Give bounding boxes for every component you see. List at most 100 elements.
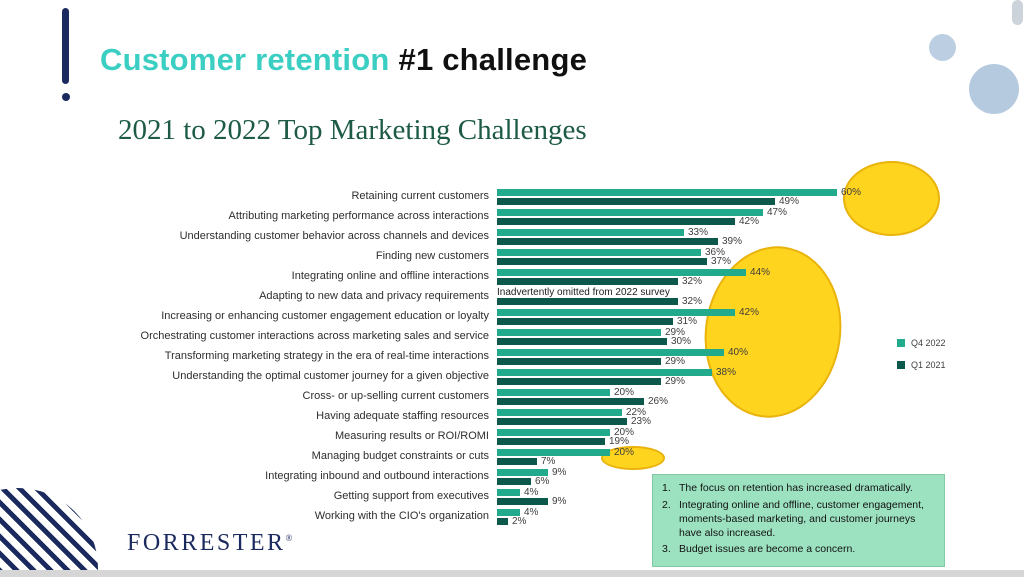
takeaway-text: Budget issues are become a concern. — [679, 543, 856, 556]
bar-line: 2% — [497, 515, 1012, 527]
highlight-ellipse-budget — [601, 446, 665, 470]
value-label: 19% — [609, 435, 630, 447]
chart-row: Attributing marketing performance across… — [0, 206, 1012, 227]
takeaway-number: 2. — [662, 498, 671, 511]
value-label: 4% — [524, 506, 539, 518]
takeaway-text: The focus on retention has increased dra… — [679, 482, 913, 494]
takeaways-box: 1. The focus on retention has increased … — [652, 474, 945, 568]
bar-line: 42% — [497, 307, 1012, 318]
bar-group: 44% 32% — [497, 266, 1012, 287]
chart-row: Cross- or up-selling current customers 20… — [0, 386, 1012, 407]
bar-line: 38% — [497, 366, 1012, 378]
takeaway-number: 3. — [662, 543, 671, 556]
bar-line: 20% — [497, 427, 1012, 438]
category-label: Getting support from executives — [333, 490, 489, 502]
value-label: 44% — [750, 266, 771, 278]
value-label: 47% — [767, 206, 788, 218]
chart-row: Understanding the optimal customer journ… — [0, 366, 1012, 387]
legend-label-q1-2021: Q1 2021 — [911, 360, 946, 370]
value-label: 2% — [512, 515, 527, 527]
bar-q4-2022 — [497, 308, 735, 316]
bar-group: 60% 49% — [497, 186, 1012, 207]
bar-group: 4% 9% — [497, 486, 1012, 507]
bar-q1-2021 — [497, 317, 673, 325]
slide-title-highlight: Customer retention — [100, 42, 390, 77]
bar-q4-2022 — [497, 268, 746, 276]
bar-group: 42% 31% — [497, 306, 1012, 327]
chart-row: Orchestrating customer interactions acro… — [0, 326, 1012, 347]
bar-line: 9% — [497, 496, 1012, 507]
chart-row: Finding new customers 36% 37% — [0, 246, 1012, 267]
bar-group: 20% 19% — [497, 426, 1012, 447]
bar-line: 20% — [497, 386, 1012, 398]
bar-q1-2021 — [497, 517, 508, 525]
bar-q1-2021 — [497, 437, 605, 445]
legend-item-q1-2021: Q1 2021 — [897, 360, 946, 370]
value-label: 30% — [671, 335, 692, 347]
chart-row: Retaining current customers 60% 49% — [0, 186, 1012, 207]
value-label: 31% — [677, 315, 698, 327]
category-label: Retaining current customers — [351, 190, 489, 202]
chart-row: Measuring results or ROI/ROMI 20% 19% — [0, 426, 1012, 447]
bar-chart-rows: Retaining current customers 60% 49% Attribu… — [0, 186, 1012, 527]
bar-q1-2021 — [497, 257, 707, 265]
value-label: 40% — [728, 346, 749, 358]
bar-q4-2022 — [497, 508, 520, 516]
bar-q4-2022 — [497, 408, 622, 416]
bar-line: 23% — [497, 415, 1012, 427]
legend-label-q4-2022: Q4 2022 — [911, 338, 946, 348]
value-label: 7% — [541, 455, 556, 467]
takeaway-item-2: 2. Integrating online and offline, custo… — [662, 499, 935, 541]
value-label: 60% — [841, 186, 862, 198]
takeaway-text: Integrating online and offline, customer… — [679, 498, 924, 539]
bar-group: 38% 29% — [497, 366, 1012, 387]
bar-group: 4% 2% — [497, 506, 1012, 527]
category-label: Understanding the optimal customer journ… — [172, 370, 489, 382]
bar-line: 29% — [497, 376, 1012, 387]
value-label: 22% — [626, 406, 647, 418]
accent-bar-decoration — [62, 8, 69, 84]
value-label: 26% — [648, 395, 669, 407]
bar-group: Inadvertently omitted from 2022 survey 32… — [497, 286, 1012, 307]
takeaway-number: 1. — [662, 482, 671, 494]
value-label: 36% — [705, 246, 726, 258]
category-label: Adapting to new data and privacy require… — [259, 290, 489, 302]
circle-decoration-small — [929, 34, 956, 61]
chart-row: Understanding customer behavior across c… — [0, 226, 1012, 247]
category-label: Attributing marketing performance across… — [228, 210, 489, 222]
chart-title: 2021 to 2022 Top Marketing Challenges — [118, 114, 587, 146]
bar-q4-2022 — [497, 348, 724, 356]
chart-row: Integrating inbound and outbound interac… — [0, 466, 1012, 487]
value-label: 20% — [614, 386, 635, 398]
category-label: Understanding customer behavior across c… — [179, 230, 489, 242]
bar-group: 29% 30% — [497, 326, 1012, 347]
value-label: 39% — [722, 235, 743, 247]
value-label: 23% — [631, 415, 652, 427]
bar-line: 29% — [497, 356, 1012, 367]
category-label: Having adequate staffing resources — [316, 410, 489, 422]
value-label: 37% — [711, 255, 732, 267]
bar-line: 22% — [497, 406, 1012, 418]
omitted-annotation: Inadvertently omitted from 2022 survey — [497, 286, 670, 298]
bar-group: 36% 37% — [497, 246, 1012, 267]
chart-row: Increasing or enhancing customer engagem… — [0, 306, 1012, 327]
bar-q4-2022 — [497, 488, 520, 496]
value-label: 32% — [682, 295, 703, 307]
chart-row: Having adequate staffing resources 22% 23% — [0, 406, 1012, 427]
forrester-logo: FORRESTER® — [127, 530, 292, 557]
bar-group: 20% 7% — [497, 446, 1012, 467]
bar-line: 40% — [497, 346, 1012, 358]
bar-line: Inadvertently omitted from 2022 survey — [497, 286, 1012, 298]
scrollbar-thumb[interactable] — [1012, 0, 1023, 25]
category-label: Integrating online and offline interacti… — [291, 270, 489, 282]
bar-line: 39% — [497, 235, 1012, 247]
value-label: 9% — [552, 466, 567, 478]
window-bottom-bar — [0, 570, 1024, 577]
value-label: 42% — [739, 215, 760, 227]
bar-q4-2022 — [497, 328, 661, 336]
value-label: 38% — [716, 366, 737, 378]
category-label: Measuring results or ROI/ROMI — [334, 430, 489, 442]
bar-q1-2021 — [497, 197, 775, 205]
bar-line: 42% — [497, 215, 1012, 227]
